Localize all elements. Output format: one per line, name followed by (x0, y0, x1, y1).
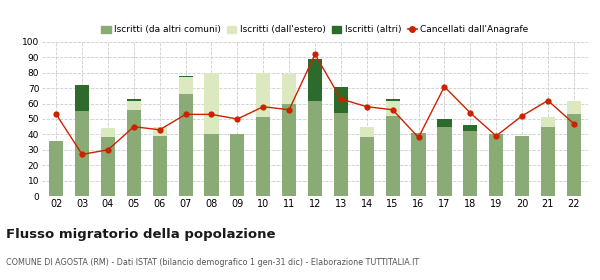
Bar (386, 101, 400, 116)
Bar (282, 74, 296, 104)
Bar (489, 134, 503, 196)
Bar (101, 128, 115, 137)
Bar (437, 119, 452, 127)
Bar (205, 73, 218, 134)
Bar (359, 137, 374, 196)
Bar (386, 116, 400, 196)
Bar (205, 134, 218, 196)
Bar (101, 137, 115, 196)
Bar (75, 111, 89, 196)
Bar (127, 110, 141, 196)
Bar (179, 77, 193, 94)
Bar (308, 59, 322, 101)
Bar (179, 94, 193, 196)
Bar (541, 127, 555, 196)
Text: COMUNE DI AGOSTA (RM) - Dati ISTAT (bilancio demografico 1 gen-31 dic) - Elabora: COMUNE DI AGOSTA (RM) - Dati ISTAT (bila… (6, 258, 419, 267)
Bar (75, 85, 89, 111)
Bar (152, 127, 167, 136)
Bar (256, 73, 271, 118)
Bar (359, 127, 374, 137)
Bar (179, 76, 193, 77)
Bar (49, 141, 64, 196)
Bar (541, 118, 555, 127)
Bar (230, 134, 244, 196)
Bar (334, 87, 348, 113)
Bar (463, 131, 478, 196)
Bar (334, 113, 348, 196)
Bar (463, 125, 478, 131)
Bar (386, 99, 400, 101)
Legend: Iscritti (da altri comuni), Iscritti (dall'estero), Iscritti (altri), Cancellati: Iscritti (da altri comuni), Iscritti (da… (101, 25, 529, 34)
Bar (256, 118, 271, 196)
Bar (127, 99, 141, 101)
Bar (566, 114, 581, 196)
Bar (308, 101, 322, 196)
Text: Flusso migratorio della popolazione: Flusso migratorio della popolazione (6, 228, 275, 241)
Bar (152, 136, 167, 196)
Bar (282, 104, 296, 196)
Bar (412, 133, 425, 196)
Bar (437, 127, 452, 196)
Bar (127, 101, 141, 110)
Bar (566, 101, 581, 114)
Bar (515, 136, 529, 196)
